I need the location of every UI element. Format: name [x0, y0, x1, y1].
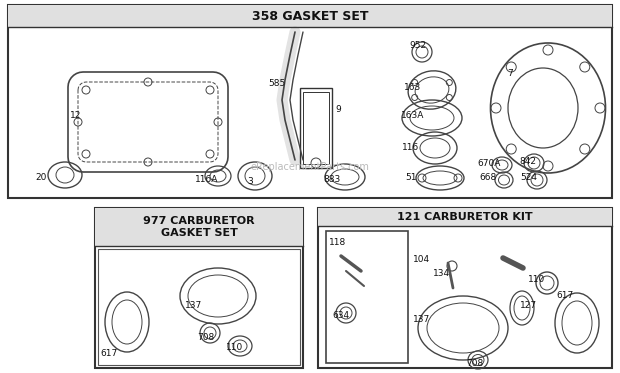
Text: 116: 116	[402, 144, 419, 153]
Text: 110: 110	[226, 344, 243, 352]
FancyBboxPatch shape	[300, 88, 332, 168]
Text: 137: 137	[185, 301, 202, 310]
Text: 20: 20	[35, 173, 46, 182]
FancyBboxPatch shape	[98, 249, 300, 365]
Text: 668: 668	[479, 173, 496, 182]
FancyBboxPatch shape	[318, 208, 612, 368]
Text: 617: 617	[100, 348, 117, 357]
Text: 634: 634	[332, 311, 349, 320]
Text: 116A: 116A	[195, 176, 218, 185]
Text: 617: 617	[556, 292, 574, 301]
FancyBboxPatch shape	[95, 208, 303, 246]
Text: 670A: 670A	[477, 159, 500, 167]
Text: 110: 110	[528, 276, 545, 285]
Text: 708: 708	[466, 358, 483, 367]
Text: eReplacementParts.com: eReplacementParts.com	[250, 162, 370, 172]
Text: 3: 3	[247, 176, 253, 185]
FancyBboxPatch shape	[8, 5, 612, 27]
Text: 708: 708	[197, 332, 215, 342]
FancyBboxPatch shape	[326, 231, 408, 363]
Text: 842: 842	[519, 157, 536, 166]
Text: 163: 163	[404, 84, 421, 93]
Text: 12: 12	[70, 110, 81, 119]
FancyBboxPatch shape	[318, 208, 612, 226]
Text: 51: 51	[405, 173, 417, 182]
Text: 977 CARBURETOR
GASKET SET: 977 CARBURETOR GASKET SET	[143, 216, 255, 238]
Text: 163A: 163A	[401, 112, 424, 120]
Text: 883: 883	[323, 175, 340, 184]
FancyBboxPatch shape	[8, 5, 612, 198]
Text: 585: 585	[268, 78, 285, 88]
FancyBboxPatch shape	[303, 92, 329, 164]
FancyBboxPatch shape	[95, 208, 303, 368]
Text: 118: 118	[329, 238, 346, 247]
Text: 134: 134	[433, 270, 450, 279]
Text: 7: 7	[507, 69, 513, 78]
Text: 952: 952	[409, 41, 426, 50]
Text: 121 CARBURETOR KIT: 121 CARBURETOR KIT	[397, 212, 533, 222]
Text: 358 GASKET SET: 358 GASKET SET	[252, 9, 368, 22]
Text: 104: 104	[413, 256, 430, 264]
Text: 127: 127	[520, 301, 537, 310]
Text: 9: 9	[335, 106, 341, 115]
Text: 524: 524	[520, 173, 537, 182]
Text: 137: 137	[413, 316, 430, 325]
